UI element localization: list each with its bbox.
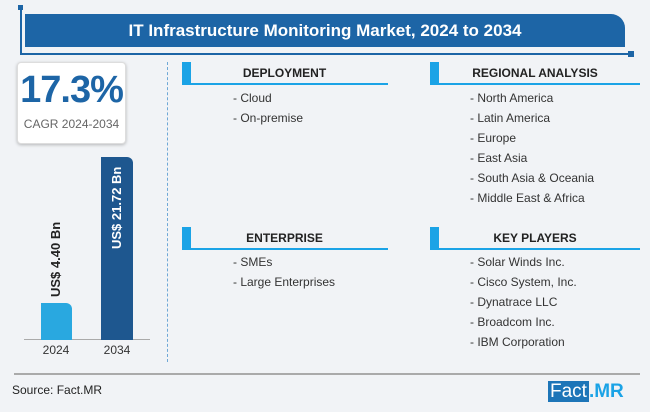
section-marker <box>430 227 439 249</box>
factmr-logo: Fact .MR <box>548 381 624 403</box>
page-title: IT Infrastructure Monitoring Market, 202… <box>25 14 625 47</box>
logo-part2: .MR <box>588 381 624 402</box>
bracket-left <box>20 8 22 55</box>
section-title: REGIONAL ANALYSIS <box>472 66 598 80</box>
list-item: - Europe <box>470 131 517 145</box>
list-item: - Middle East & Africa <box>470 191 585 205</box>
footer-rule <box>14 373 640 375</box>
x-tick-2034: 2034 <box>103 343 131 357</box>
list-item: - Broadcom Inc. <box>470 315 555 329</box>
list-item: - IBM Corporation <box>470 335 565 349</box>
bracket-top <box>18 5 23 10</box>
section-key-players: KEY PLAYERS - Solar Winds Inc. - Cisco S… <box>430 227 640 377</box>
section-rule <box>182 248 388 250</box>
data-label-2024: US$ 4.40 Bn <box>48 221 63 297</box>
section-title: DEPLOYMENT <box>242 66 327 80</box>
list-item: - East Asia <box>470 151 528 165</box>
section-enterprise: ENTERPRISE - SMEs - Large Enterprises <box>182 227 388 377</box>
section-rule <box>182 83 388 85</box>
list-item: - South Asia & Oceania <box>470 171 595 185</box>
section-marker <box>182 62 191 84</box>
bar-2034 <box>101 157 133 340</box>
divider-dashed <box>167 62 168 362</box>
source-text: Source: Fact.MR <box>12 383 103 397</box>
bracket-end <box>628 51 634 57</box>
section-regional-analysis: REGIONAL ANALYSIS - North America - Lati… <box>430 62 640 212</box>
bar-2024 <box>41 302 72 340</box>
list-item: - Solar Winds Inc. <box>470 255 565 269</box>
bracket-bottom <box>20 53 630 55</box>
list-item: - Cloud <box>233 91 272 105</box>
section-marker <box>430 62 439 84</box>
section-title: KEY PLAYERS <box>493 231 577 245</box>
cagr-label: CAGR 2024-2034 <box>23 117 120 131</box>
cagr-card: 17.3% CAGR 2024-2034 <box>17 62 126 144</box>
list-item: - SMEs <box>233 255 273 269</box>
section-rule <box>430 248 640 250</box>
section-title: ENTERPRISE <box>246 231 323 245</box>
data-label-2034: US$ 21.72 Bn <box>109 166 124 249</box>
list-item: - Dynatrace LLC <box>470 295 558 309</box>
section-rule <box>430 83 640 85</box>
section-marker <box>182 227 191 249</box>
x-tick-2024: 2024 <box>42 343 70 357</box>
list-item: - On-premise <box>233 111 304 125</box>
section-deployment: DEPLOYMENT - Cloud - On-premise <box>182 62 388 212</box>
list-item: - Latin America <box>470 111 551 125</box>
list-item: - North America <box>470 91 554 105</box>
cagr-value: 17.3% <box>20 69 124 111</box>
chart-baseline <box>24 339 150 340</box>
list-item: - Large Enterprises <box>233 275 336 289</box>
logo-part1: Fact <box>548 381 589 402</box>
list-item: - Cisco System, Inc. <box>470 275 577 289</box>
